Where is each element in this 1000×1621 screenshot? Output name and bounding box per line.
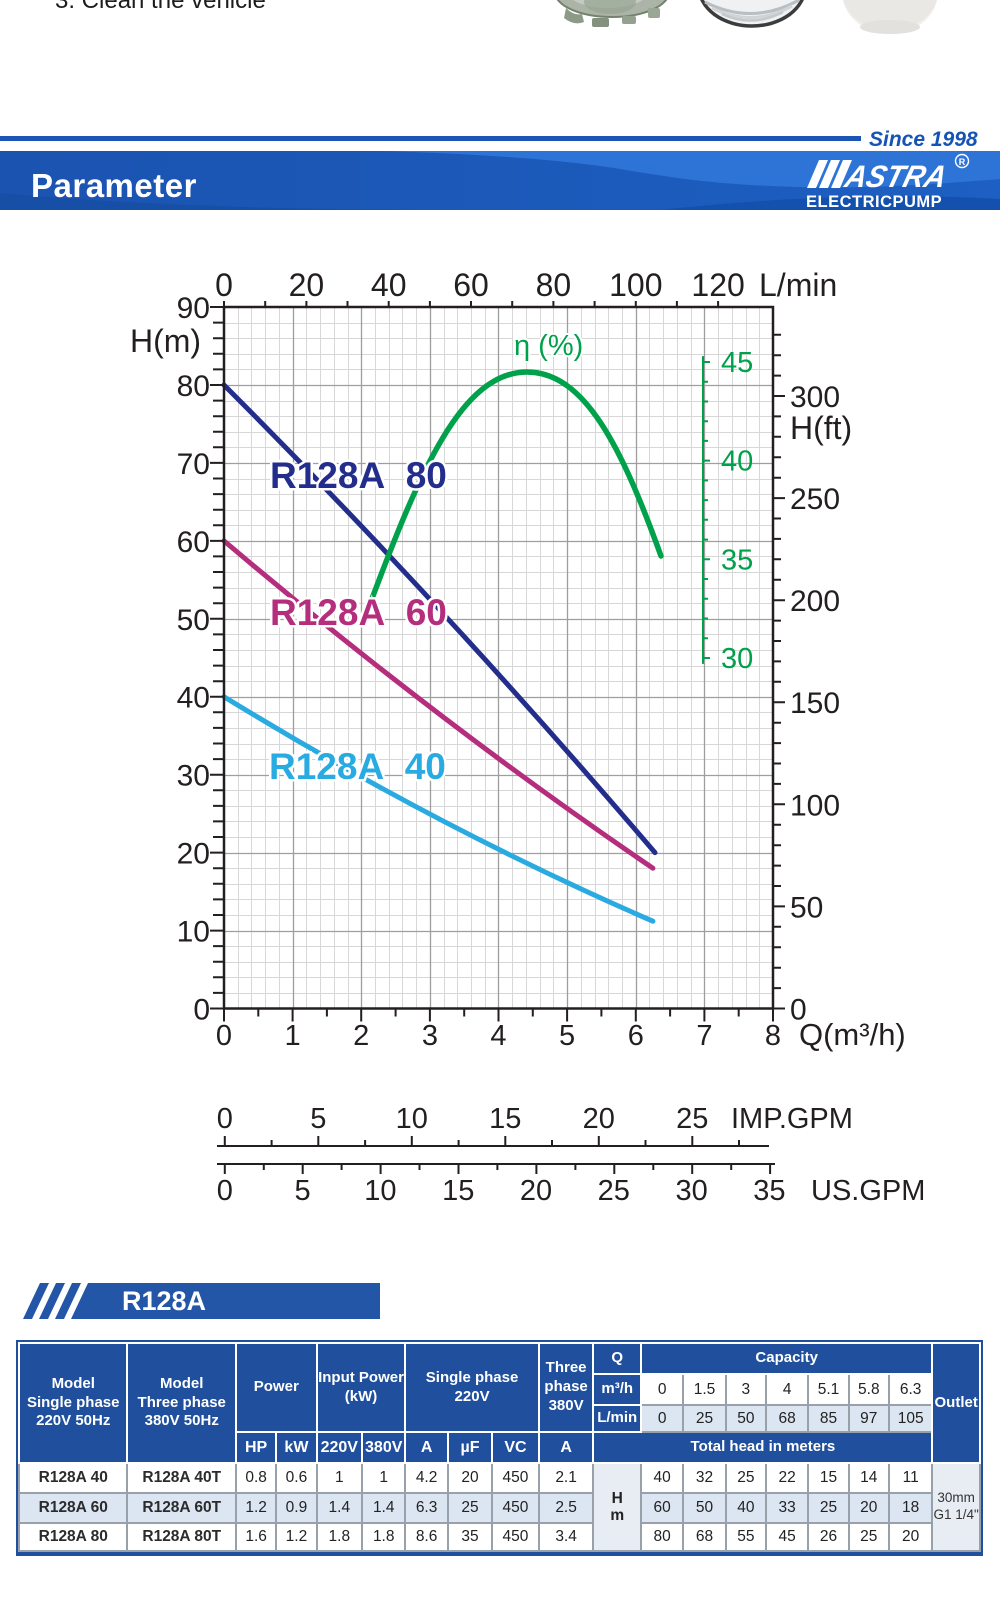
svg-text:300: 300 xyxy=(790,381,840,414)
svg-text:0: 0 xyxy=(217,1103,233,1135)
svg-text:40: 40 xyxy=(177,682,210,715)
svg-text:7: 7 xyxy=(696,1020,712,1052)
svg-text:50: 50 xyxy=(177,604,210,637)
svg-text:25: 25 xyxy=(598,1175,630,1207)
svg-text:80: 80 xyxy=(177,370,210,403)
svg-text:ELECTRICPUMP: ELECTRICPUMP xyxy=(806,193,942,211)
svg-text:2: 2 xyxy=(353,1020,369,1052)
svg-text:15: 15 xyxy=(489,1103,521,1135)
svg-text:5: 5 xyxy=(559,1020,575,1052)
svg-text:η (%): η (%) xyxy=(514,330,583,362)
svg-text:R128A: R128A xyxy=(122,1286,206,1316)
svg-text:0: 0 xyxy=(790,994,807,1027)
svg-text:150: 150 xyxy=(790,687,840,720)
svg-text:0: 0 xyxy=(216,1020,232,1052)
svg-text:R128A 40: R128A 40 xyxy=(269,746,446,787)
svg-text:50: 50 xyxy=(790,891,823,924)
svg-text:1: 1 xyxy=(285,1020,301,1052)
svg-text:120: 120 xyxy=(691,267,744,303)
svg-text:30: 30 xyxy=(675,1175,707,1207)
svg-text:ASTRA: ASTRA xyxy=(841,159,951,194)
svg-text:20: 20 xyxy=(289,267,325,303)
svg-text:6: 6 xyxy=(628,1020,644,1052)
svg-text:5: 5 xyxy=(310,1103,326,1135)
svg-text:20: 20 xyxy=(520,1175,552,1207)
svg-text:4: 4 xyxy=(490,1020,506,1052)
svg-text:8: 8 xyxy=(765,1020,781,1052)
svg-text:40: 40 xyxy=(371,267,407,303)
svg-text:25: 25 xyxy=(676,1103,708,1135)
svg-text:10: 10 xyxy=(177,916,210,949)
svg-text:H(ft): H(ft) xyxy=(790,410,852,446)
svg-text:20: 20 xyxy=(177,838,210,871)
svg-text:20: 20 xyxy=(583,1103,615,1135)
svg-text:0: 0 xyxy=(193,994,210,1027)
svg-text:IMP.GPM: IMP.GPM xyxy=(731,1103,853,1135)
svg-text:Q(m³/h): Q(m³/h) xyxy=(799,1017,906,1052)
svg-text:35: 35 xyxy=(753,1175,785,1207)
svg-text:10: 10 xyxy=(364,1175,396,1207)
svg-text:90: 90 xyxy=(177,292,210,325)
svg-text:80: 80 xyxy=(536,267,572,303)
svg-text:60: 60 xyxy=(453,267,489,303)
svg-text:45: 45 xyxy=(721,347,753,379)
svg-text:35: 35 xyxy=(721,544,753,576)
svg-text:15: 15 xyxy=(442,1175,474,1207)
svg-text:70: 70 xyxy=(177,448,210,481)
svg-text:H(m): H(m) xyxy=(130,323,201,359)
svg-text:3: 3 xyxy=(422,1020,438,1052)
svg-text:0: 0 xyxy=(215,267,233,303)
svg-text:100: 100 xyxy=(790,789,840,822)
svg-text:250: 250 xyxy=(790,483,840,516)
svg-text:200: 200 xyxy=(790,585,840,618)
svg-text:R128A 60: R128A 60 xyxy=(270,592,447,633)
svg-text:10: 10 xyxy=(396,1103,428,1135)
svg-text:30: 30 xyxy=(721,643,753,675)
svg-text:5: 5 xyxy=(295,1175,311,1207)
svg-text:100: 100 xyxy=(609,267,662,303)
svg-text:60: 60 xyxy=(177,526,210,559)
svg-text:30: 30 xyxy=(177,760,210,793)
svg-text:0: 0 xyxy=(217,1175,233,1207)
svg-text:US.GPM: US.GPM xyxy=(811,1175,925,1207)
svg-text:L/min: L/min xyxy=(759,267,837,303)
svg-text:R128A 80: R128A 80 xyxy=(270,455,447,496)
svg-text:R: R xyxy=(959,157,966,167)
svg-text:40: 40 xyxy=(721,446,753,478)
